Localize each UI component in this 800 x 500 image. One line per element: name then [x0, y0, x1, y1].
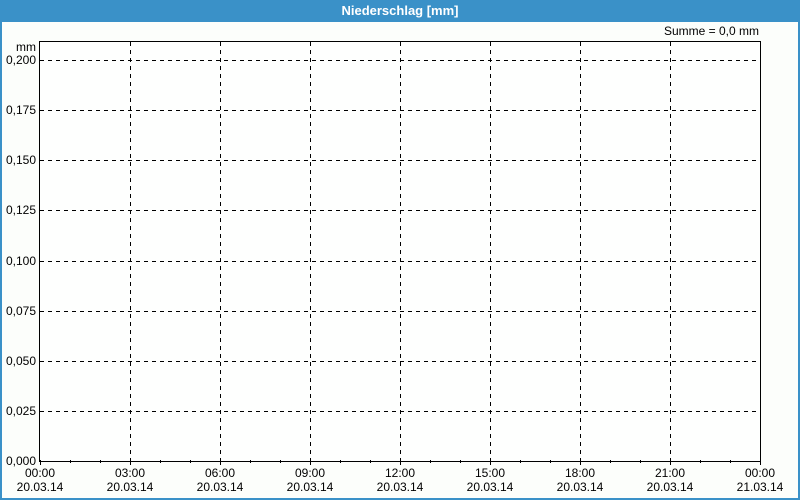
- x-tick-label: 21:00 20.03.14: [647, 466, 694, 494]
- vertical-gridline: [490, 42, 491, 461]
- x-axis-tick-major: [670, 460, 671, 465]
- x-axis-tick-minor: [550, 460, 551, 463]
- x-tick-time: 09:00: [294, 466, 326, 480]
- x-tick-time: 00:00: [24, 466, 56, 480]
- x-axis-tick-minor: [70, 460, 71, 463]
- x-axis-tick-major: [130, 460, 131, 465]
- x-tick-date: 20.03.14: [556, 480, 604, 494]
- x-axis-tick-major: [220, 460, 221, 465]
- x-tick-time: 03:00: [114, 466, 146, 480]
- y-tick-label: 0,100: [5, 253, 36, 268]
- x-axis-tick-major: [40, 460, 41, 465]
- x-axis-tick-minor: [250, 460, 251, 463]
- x-tick-date: 20.03.14: [646, 480, 694, 494]
- x-axis-tick-minor: [460, 460, 461, 463]
- x-tick-label: 00:00 21.03.14: [737, 466, 784, 494]
- y-tick-label: 0,075: [5, 303, 36, 318]
- y-tick-label: 0,200: [5, 53, 36, 68]
- x-axis-tick-minor: [340, 460, 341, 463]
- x-axis-tick-major: [310, 460, 311, 465]
- x-tick-time: 21:00: [654, 466, 686, 480]
- x-tick-date: 20.03.14: [466, 480, 514, 494]
- vertical-gridline: [670, 42, 671, 461]
- x-tick-label: 18:00 20.03.14: [557, 466, 604, 494]
- x-tick-time: 00:00: [744, 466, 776, 480]
- x-tick-date: 20.03.14: [376, 480, 424, 494]
- x-axis-tick-major: [490, 460, 491, 465]
- vertical-gridline: [310, 42, 311, 461]
- x-axis-tick-minor: [610, 460, 611, 463]
- chart-title: Niederschlag [mm]: [341, 3, 459, 18]
- y-tick-label: 0,000: [5, 454, 36, 468]
- y-tick-label: 0,175: [5, 103, 36, 118]
- x-axis-tick-minor: [190, 460, 191, 463]
- plot-area: [39, 41, 761, 462]
- x-axis-tick-minor: [160, 460, 161, 463]
- y-tick-label: 0,150: [5, 153, 36, 168]
- x-axis-tick-major: [580, 460, 581, 465]
- x-tick-time: 18:00: [564, 466, 596, 480]
- vertical-gridline: [400, 42, 401, 461]
- x-axis-tick-minor: [430, 460, 431, 463]
- x-axis-tick-minor: [520, 460, 521, 463]
- x-tick-date: 20.03.14: [286, 480, 334, 494]
- y-tick-label: 0,125: [5, 203, 36, 218]
- x-tick-label: 15:00 20.03.14: [467, 466, 514, 494]
- x-tick-date: 20.03.14: [106, 480, 154, 494]
- x-tick-date: 20.03.14: [16, 480, 64, 494]
- x-axis-tick-minor: [640, 460, 641, 463]
- x-tick-time: 12:00: [384, 466, 416, 480]
- x-tick-time: 15:00: [474, 466, 506, 480]
- x-tick-label: 03:00 20.03.14: [107, 466, 154, 494]
- vertical-gridline: [580, 42, 581, 461]
- x-tick-label: 12:00 20.03.14: [377, 466, 424, 494]
- y-tick-label: 0,025: [5, 403, 36, 418]
- x-tick-date: 20.03.14: [196, 480, 244, 494]
- x-tick-label: 09:00 20.03.14: [287, 466, 334, 494]
- y-axis-unit-label: mm: [16, 40, 36, 54]
- x-axis-tick-major: [400, 460, 401, 465]
- x-tick-time: 06:00: [204, 466, 236, 480]
- x-tick-label: 00:00 20.03.14: [17, 466, 64, 494]
- vertical-gridline: [130, 42, 131, 461]
- x-tick-label: 06:00 20.03.14: [197, 466, 244, 494]
- x-axis-tick-minor: [370, 460, 371, 463]
- x-axis-tick-minor: [100, 460, 101, 463]
- x-axis-tick-major: [760, 460, 761, 465]
- sum-annotation: Summe = 0,0 mm: [663, 24, 759, 38]
- x-axis-tick-minor: [700, 460, 701, 463]
- x-axis-tick-minor: [280, 460, 281, 463]
- x-tick-date: 21.03.14: [736, 480, 784, 494]
- vertical-gridline: [220, 42, 221, 461]
- y-tick-label: 0,050: [5, 353, 36, 368]
- x-axis-tick-minor: [730, 460, 731, 463]
- chart-title-bar: Niederschlag [mm]: [0, 0, 800, 22]
